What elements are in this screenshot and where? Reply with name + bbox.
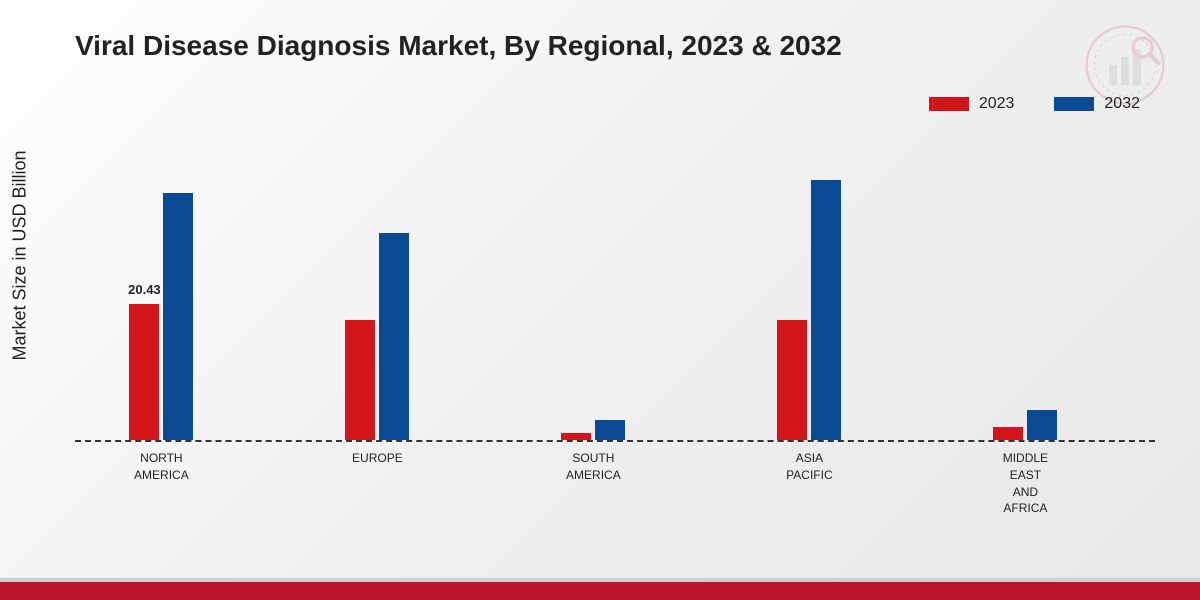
category-label: NORTH AMERICA bbox=[111, 450, 211, 484]
bar: 20.43 bbox=[129, 304, 159, 440]
category-label: EUROPE bbox=[327, 450, 427, 467]
category-label: MIDDLE EAST AND AFRICA bbox=[975, 450, 1075, 517]
bar-value-label: 20.43 bbox=[128, 282, 161, 297]
bar-group bbox=[345, 233, 409, 440]
legend-item-2023: 2023 bbox=[929, 95, 1015, 113]
y-axis-label: Market Size in USD Billion bbox=[10, 150, 31, 360]
bar bbox=[777, 320, 807, 440]
legend: 2023 2032 bbox=[929, 95, 1140, 113]
legend-item-2032: 2032 bbox=[1054, 95, 1140, 113]
category-label: SOUTH AMERICA bbox=[543, 450, 643, 484]
watermark-logo-icon bbox=[1085, 25, 1165, 105]
category-label: ASIA PACIFIC bbox=[759, 450, 859, 484]
legend-label-2023: 2023 bbox=[979, 95, 1015, 113]
bar bbox=[561, 433, 591, 440]
legend-swatch-2032 bbox=[1054, 97, 1094, 111]
bar bbox=[163, 193, 193, 440]
bar-group bbox=[993, 410, 1057, 440]
baseline-axis bbox=[75, 440, 1155, 442]
chart-title: Viral Disease Diagnosis Market, By Regio… bbox=[75, 30, 842, 62]
legend-swatch-2023 bbox=[929, 97, 969, 111]
chart-plot-area: 20.43NORTH AMERICAEUROPESOUTH AMERICAASI… bbox=[75, 140, 1155, 480]
bar-group bbox=[777, 180, 841, 440]
bar bbox=[345, 320, 375, 440]
bar bbox=[379, 233, 409, 440]
footer-bar bbox=[0, 582, 1200, 600]
bar-group bbox=[561, 420, 625, 440]
bar bbox=[993, 427, 1023, 440]
legend-label-2032: 2032 bbox=[1104, 95, 1140, 113]
bar-group: 20.43 bbox=[129, 193, 193, 440]
bar bbox=[595, 420, 625, 440]
bar bbox=[1027, 410, 1057, 440]
bar bbox=[811, 180, 841, 440]
